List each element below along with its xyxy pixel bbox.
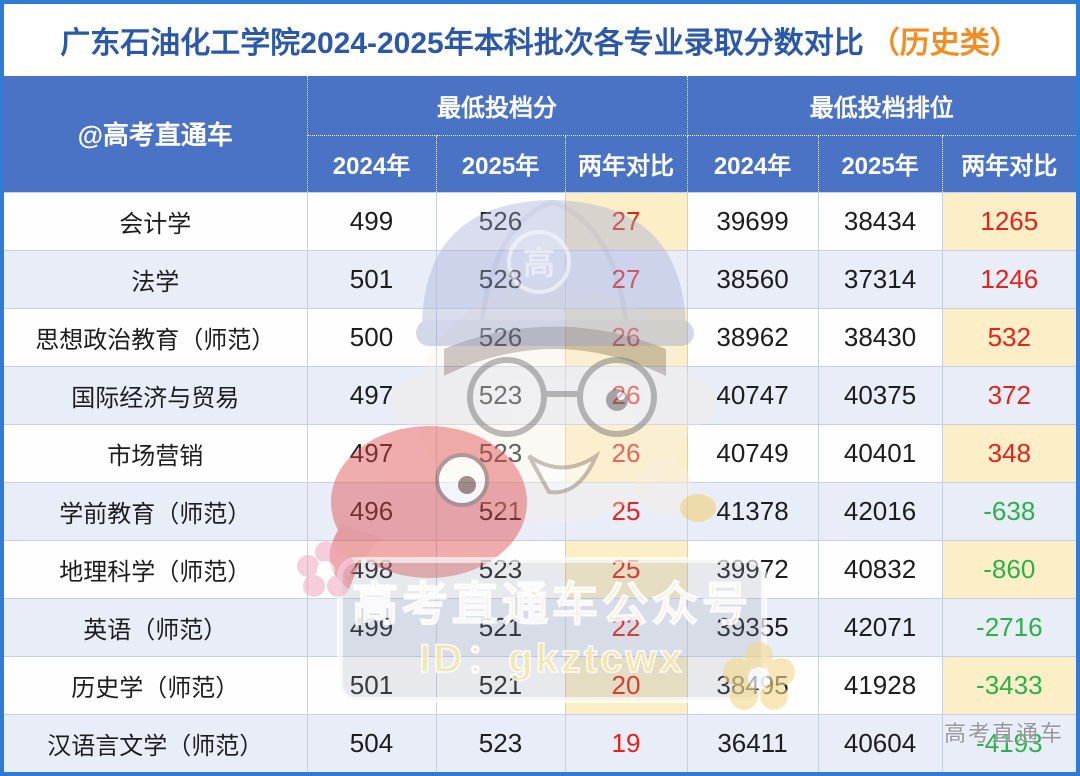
- score-diff-cell: 22: [564, 597, 688, 657]
- rank-2024-cell: 40747: [686, 365, 819, 425]
- rank-diff-cell: 1246: [941, 249, 1076, 309]
- rank-2024-cell: 39355: [686, 597, 819, 657]
- rank-2024-cell: 39972: [686, 539, 819, 599]
- rank-diff-cell: 348: [941, 423, 1076, 483]
- score-2025-cell: 526: [435, 191, 566, 251]
- rank-2025-cell: 40375: [817, 365, 943, 425]
- col-header-rank-2025: 2025年: [818, 135, 943, 192]
- major-name-cell: 地理科学（师范）: [4, 539, 308, 599]
- header-sub-row: 2024年 2025年 两年对比 2024年 2025年 两年对比: [4, 135, 1076, 192]
- table-row: 英语（师范） 499 521 22 39355 42071 -2716: [4, 597, 1076, 657]
- table-row: 市场营销 497 523 26 40749 40401 348: [4, 423, 1076, 483]
- rank-2024-cell: 38495: [686, 655, 819, 715]
- rank-diff-cell: -638: [941, 481, 1076, 541]
- major-name-cell: 学前教育（师范）: [4, 481, 308, 541]
- major-name-cell: 英语（师范）: [4, 597, 308, 657]
- col-header-score-2025: 2025年: [436, 135, 566, 192]
- rank-2024-cell: 39699: [686, 191, 819, 251]
- table-row: 学前教育（师范） 496 521 25 41378 42016 -638: [4, 481, 1076, 541]
- page-title: 广东石油化工学院2024-2025年本科批次各专业录取分数对比 （历史类）: [4, 4, 1076, 76]
- rank-diff-cell: 532: [941, 307, 1076, 367]
- rank-2025-cell: 37314: [817, 249, 943, 309]
- rank-2024-cell: 38560: [686, 249, 819, 309]
- major-name-cell: 思想政治教育（师范）: [4, 307, 308, 367]
- rank-diff-cell: -2716: [941, 597, 1076, 657]
- score-2025-cell: 523: [435, 365, 566, 425]
- score-2024-cell: 499: [306, 597, 437, 657]
- source-label: @高考直通车: [4, 76, 308, 192]
- header-group-row: @高考直通车 最低投档分 最低投档排位: [4, 76, 1076, 192]
- score-2024-cell: 499: [306, 191, 437, 251]
- rank-2025-cell: 40604: [817, 713, 943, 772]
- rank-2024-cell: 38962: [686, 307, 819, 367]
- score-2024-cell: 497: [306, 423, 437, 483]
- col-header-score-2024: 2024年: [307, 135, 437, 192]
- score-2025-cell: 521: [435, 481, 566, 541]
- table-row: 国际经济与贸易 497 523 26 40747 40375 372: [4, 365, 1076, 425]
- table-row: 历史学（师范） 501 521 20 38495 41928 -3433: [4, 655, 1076, 715]
- scores-table: @高考直通车 最低投档分 最低投档排位 2024年 2025年 两年对比 202…: [4, 76, 1076, 772]
- score-2025-cell: 521: [435, 597, 566, 657]
- col-header-rank-diff: 两年对比: [942, 135, 1076, 192]
- score-2024-cell: 501: [306, 249, 437, 309]
- major-name-cell: 历史学（师范）: [4, 655, 308, 715]
- score-diff-cell: 25: [564, 539, 688, 599]
- col-header-score-diff: 两年对比: [565, 135, 688, 192]
- major-name-cell: 汉语言文学（师范）: [4, 713, 308, 772]
- title-category-text: （历史类）: [869, 27, 1020, 60]
- score-2025-cell: 523: [435, 539, 566, 599]
- table-row: 思想政治教育（师范） 500 526 26 38962 38430 532: [4, 307, 1076, 367]
- group-header-min-score: 最低投档分: [307, 76, 688, 136]
- table-row: 会计学 499 526 27 39699 38434 1265: [4, 191, 1076, 251]
- score-2024-cell: 497: [306, 365, 437, 425]
- rank-2025-cell: 42071: [817, 597, 943, 657]
- major-name-cell: 国际经济与贸易: [4, 365, 308, 425]
- group-header-min-rank: 最低投档排位: [687, 76, 1076, 136]
- score-2025-cell: 528: [435, 249, 566, 309]
- rank-2024-cell: 36411: [686, 713, 819, 772]
- rank-2025-cell: 38434: [817, 191, 943, 251]
- score-diff-cell: 27: [564, 191, 688, 251]
- rank-2024-cell: 40749: [686, 423, 819, 483]
- score-diff-cell: 20: [564, 655, 688, 715]
- score-diff-cell: 25: [564, 481, 688, 541]
- major-name-cell: 会计学: [4, 191, 308, 251]
- major-name-cell: 市场营销: [4, 423, 308, 483]
- rank-diff-cell: -860: [941, 539, 1076, 599]
- rank-2025-cell: 40832: [817, 539, 943, 599]
- table-row: 法学 501 528 27 38560 37314 1246: [4, 249, 1076, 309]
- rank-2025-cell: 40401: [817, 423, 943, 483]
- rank-diff-cell: 372: [941, 365, 1076, 425]
- score-diff-cell: 26: [564, 365, 688, 425]
- rank-2025-cell: 38430: [817, 307, 943, 367]
- major-name-cell: 法学: [4, 249, 308, 309]
- score-2025-cell: 521: [435, 655, 566, 715]
- score-2024-cell: 500: [306, 307, 437, 367]
- rank-diff-cell: -3433: [941, 655, 1076, 715]
- title-main-text: 广东石油化工学院2024-2025年本科批次各专业录取分数对比: [60, 27, 864, 60]
- score-2025-cell: 526: [435, 307, 566, 367]
- rank-diff-cell: 1265: [941, 191, 1076, 251]
- score-2025-cell: 523: [435, 713, 566, 772]
- score-2025-cell: 523: [435, 423, 566, 483]
- rank-diff-cell: -4193: [941, 713, 1076, 772]
- table-row: 地理科学（师范） 498 523 25 39972 40832 -860: [4, 539, 1076, 599]
- score-diff-cell: 26: [564, 423, 688, 483]
- score-diff-cell: 26: [564, 307, 688, 367]
- rank-2025-cell: 41928: [817, 655, 943, 715]
- col-header-rank-2024: 2024年: [687, 135, 819, 192]
- rank-2025-cell: 42016: [817, 481, 943, 541]
- score-2024-cell: 504: [306, 713, 437, 772]
- score-diff-cell: 19: [564, 713, 688, 772]
- table-row: 汉语言文学（师范） 504 523 19 36411 40604 -4193: [4, 713, 1076, 772]
- score-2024-cell: 496: [306, 481, 437, 541]
- rank-2024-cell: 41378: [686, 481, 819, 541]
- score-diff-cell: 27: [564, 249, 688, 309]
- score-2024-cell: 501: [306, 655, 437, 715]
- score-2024-cell: 498: [306, 539, 437, 599]
